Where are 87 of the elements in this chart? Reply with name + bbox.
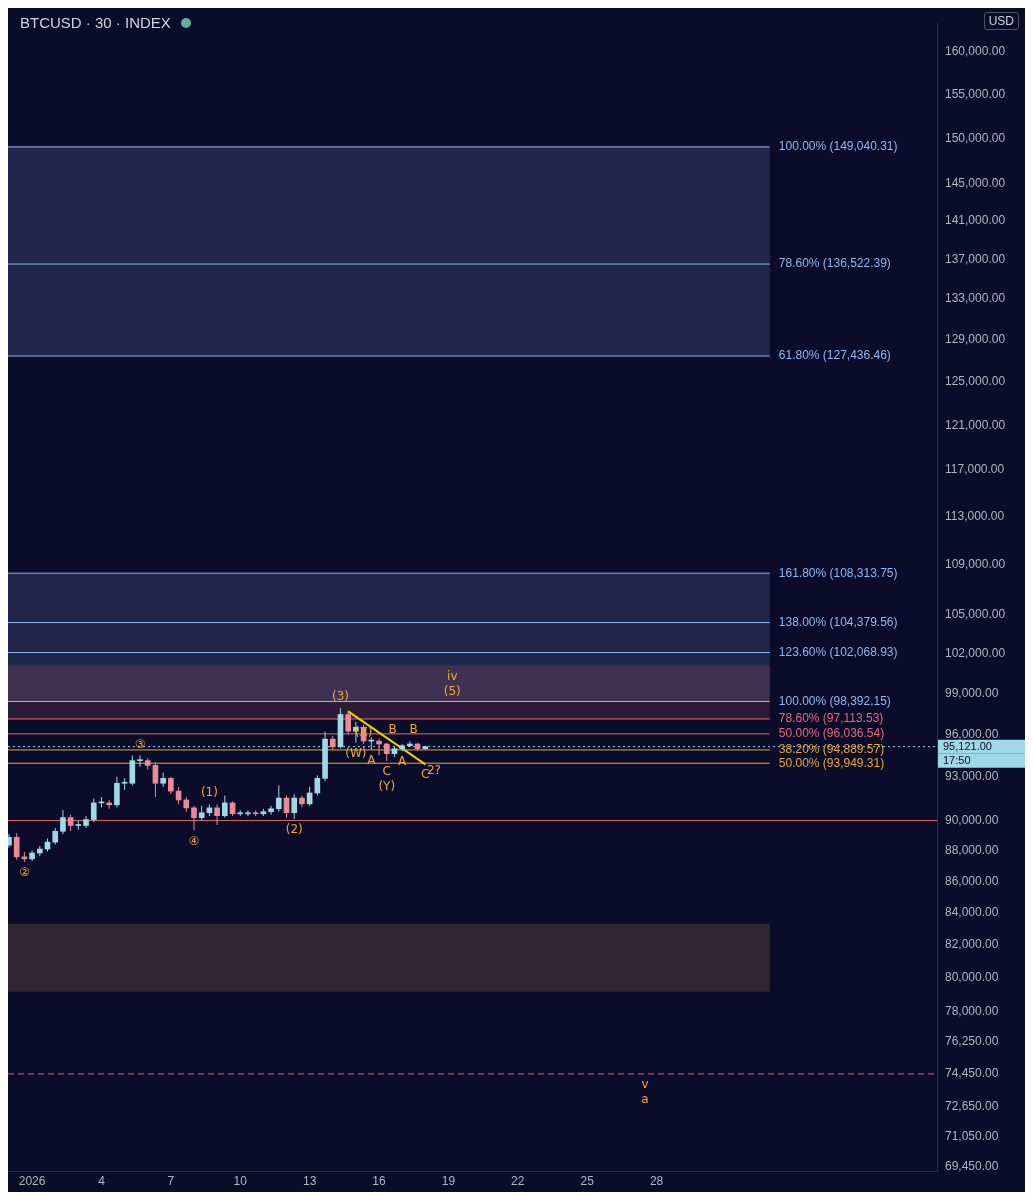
candlestick	[383, 742, 390, 762]
x-tick-label: 4	[98, 1174, 106, 1189]
y-tick-label: 72,650.00	[945, 1098, 999, 1113]
y-tick-label: 141,000.00	[945, 213, 1006, 228]
y-tick-label: 93,000.00	[945, 769, 999, 784]
candlestick	[129, 754, 136, 786]
annotation: B	[409, 722, 418, 737]
candlestick	[90, 798, 97, 823]
ref-line-label: 78.60% (97,113.53)	[778, 711, 884, 726]
annotation: v	[641, 1077, 649, 1092]
y-tick-label: 96,000.00	[945, 726, 999, 741]
candlestick	[13, 832, 20, 861]
candlestick	[60, 809, 66, 835]
x-tick-label: 7	[167, 1174, 175, 1189]
chart-title: BTCUSD · 30 · INDEX	[20, 14, 171, 31]
ref-line-label: 100.00% (98,392.15)	[778, 693, 891, 708]
candlestick	[137, 754, 143, 768]
y-axis-title: USD	[983, 12, 1019, 30]
annotation: ③	[134, 736, 146, 751]
annotation: (3)	[331, 689, 349, 704]
y-tick-label: 113,000.00	[945, 508, 1005, 523]
y-tick-label: 84,000.00	[945, 905, 999, 920]
x-tick-label: 10	[233, 1174, 248, 1189]
annotation: ④	[188, 833, 200, 848]
y-tick-label: 150,000.00	[945, 130, 1006, 145]
x-tick-label: 16	[372, 1174, 387, 1189]
candlestick	[214, 803, 220, 826]
ref-line-label: 38.20% (94,889.57)	[778, 742, 885, 757]
annotation: (1)	[200, 785, 218, 800]
y-tick-label: 105,000.00	[945, 607, 1006, 621]
candlestick	[245, 809, 251, 817]
ref-line-label: 50.00% (96,036.54)	[778, 726, 885, 741]
candlestick	[291, 793, 298, 820]
y-tick-label: 102,000.00	[945, 645, 1006, 660]
y-tick-label: 155,000.00	[945, 86, 1006, 101]
y-tick-label: 80,000.00	[945, 970, 999, 985]
x-tick-label: 28	[649, 1174, 664, 1189]
x-tick-label: 25	[580, 1174, 595, 1189]
candlestick	[191, 805, 197, 831]
y-tick-label: 82,000.00	[945, 937, 999, 952]
candlestick	[152, 762, 159, 798]
y-tick-label: 76,250.00	[945, 1034, 999, 1049]
ref-line-label: 100.00% (149,040.31)	[778, 139, 898, 154]
annotation: B	[388, 722, 397, 737]
annotation: (5)	[443, 683, 461, 698]
annotation: (Y)	[378, 779, 396, 794]
annotation: (W)	[345, 745, 367, 760]
ref-line-label: 138.00% (104,379.56)	[778, 614, 898, 629]
annotation: (2)	[285, 822, 303, 837]
candlestick	[376, 738, 382, 756]
y-tick-label: 78,000.00	[945, 1004, 999, 1019]
annotation: C	[382, 764, 391, 779]
annotation: (X)	[354, 725, 373, 740]
y-tick-label: 129,000.00	[945, 332, 1006, 347]
candlestick	[222, 795, 228, 819]
y-tick-label: 74,450.00	[945, 1066, 999, 1081]
x-tick-label: 13	[302, 1174, 317, 1189]
ref-line-label: 95,121.00	[943, 739, 992, 752]
y-tick-label: 145,000.00	[945, 175, 1006, 190]
x-tick-label: 2026	[18, 1174, 46, 1189]
ref-line-label: 161.80% (108,313.75)	[778, 565, 898, 580]
candlestick	[275, 784, 282, 813]
ref-line-label: 123.60% (102,068.93)	[778, 644, 898, 659]
y-tick-label: 160,000.00	[945, 44, 1006, 59]
x-tick-label: 19	[441, 1174, 456, 1189]
y-tick-label: 117,000.00	[945, 462, 1005, 477]
y-tick-label: 86,000.00	[945, 873, 999, 888]
candlestick	[268, 805, 274, 816]
candlestick	[114, 776, 120, 808]
y-tick-label: 109,000.00	[945, 557, 1006, 572]
y-tick-label: 90,000.00	[945, 812, 999, 827]
annotation: a	[641, 1092, 649, 1107]
y-tick-label: 137,000.00	[945, 251, 1006, 266]
ref-line-label: 61.80% (127,436.46)	[778, 348, 891, 363]
y-tick-label: 133,000.00	[945, 291, 1006, 306]
y-tick-label: 99,000.00	[945, 685, 999, 700]
annotation: iv	[447, 668, 458, 683]
ref-line-label: 78.60% (136,522.39)	[778, 256, 891, 271]
y-tick-label: 88,000.00	[945, 842, 999, 857]
y-tick-label: 69,450.00	[945, 1159, 999, 1174]
text: 17:50	[943, 753, 971, 766]
annotation: ②	[19, 865, 30, 880]
y-tick-label: 125,000.00	[945, 374, 1006, 389]
y-tick-label: 121,000.00	[945, 417, 1006, 432]
x-tick-label: 22	[511, 1174, 525, 1189]
y-tick-label: 71,050.00	[945, 1128, 999, 1143]
ref-line-label: 50.00% (93,949.31)	[778, 755, 885, 770]
